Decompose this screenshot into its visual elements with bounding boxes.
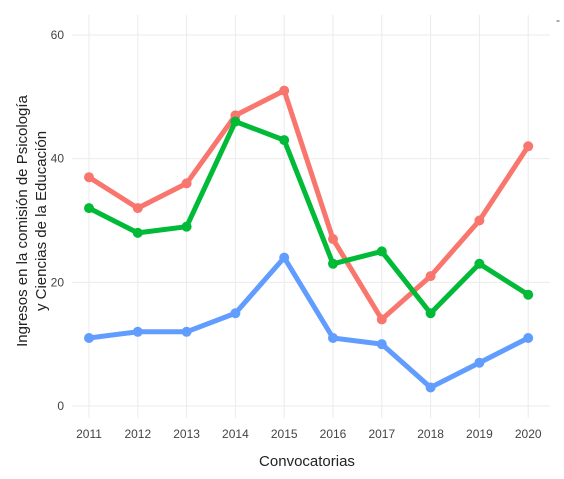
series-line [86, 255, 531, 390]
data-point [132, 227, 143, 238]
y-tick-label: 40 [51, 152, 65, 166]
series-line [86, 119, 531, 316]
x-tick-label: 2013 [173, 427, 200, 441]
data-point [279, 252, 290, 263]
series-1 [84, 116, 534, 319]
x-axis-title: Convocatorias [259, 453, 355, 470]
data-point [523, 141, 534, 152]
data-point [279, 85, 290, 96]
legend-stub: - [556, 13, 560, 27]
data-point [425, 382, 436, 393]
data-point [84, 172, 94, 183]
data-point [84, 332, 94, 343]
data-point [84, 203, 94, 214]
data-point [328, 258, 338, 269]
data-point [376, 339, 387, 350]
series-line [86, 88, 531, 322]
x-tick-label: 2014 [222, 427, 249, 441]
x-tick-label: 2012 [124, 427, 151, 441]
data-point [181, 178, 192, 189]
data-point [181, 221, 192, 232]
x-tick-label: 2015 [271, 427, 298, 441]
data-point [132, 203, 143, 214]
y-tick-label: 20 [51, 275, 65, 289]
data-point [523, 332, 534, 343]
y-tick-label: 0 [57, 399, 64, 413]
data-point [474, 215, 485, 226]
x-tick-label: 2011 [76, 427, 102, 441]
data-point [425, 308, 436, 319]
y-axis-title-line1: Ingresos en la comisión de Psicología [14, 94, 31, 346]
data-point [181, 326, 192, 337]
x-tick-label: 2018 [417, 427, 444, 441]
x-tick-label: 2020 [515, 427, 542, 441]
y-axis: 0 20 40 60 [51, 28, 65, 413]
series-0 [84, 85, 534, 325]
x-axis: 2011 2012 2013 2014 2015 2016 2017 2018 2019 2020 [76, 427, 542, 441]
x-tick-label: 2019 [466, 427, 493, 441]
data-point [474, 258, 485, 269]
data-point [376, 314, 387, 325]
data-point [230, 308, 241, 319]
data-point [328, 332, 338, 343]
series-2 [84, 252, 534, 393]
data-point [376, 246, 387, 257]
y-axis-title-line2: y Ciencias de la Educación [33, 131, 50, 311]
data-point [474, 357, 485, 368]
data-point [328, 234, 338, 245]
data-point [279, 135, 290, 146]
data-point [230, 116, 241, 127]
data-point [425, 271, 436, 282]
data-point [523, 289, 534, 300]
y-tick-label: 60 [51, 28, 65, 42]
data-point [132, 326, 143, 337]
x-tick-label: 2017 [368, 427, 395, 441]
x-tick-label: 2016 [320, 427, 347, 441]
series-group [84, 85, 534, 393]
